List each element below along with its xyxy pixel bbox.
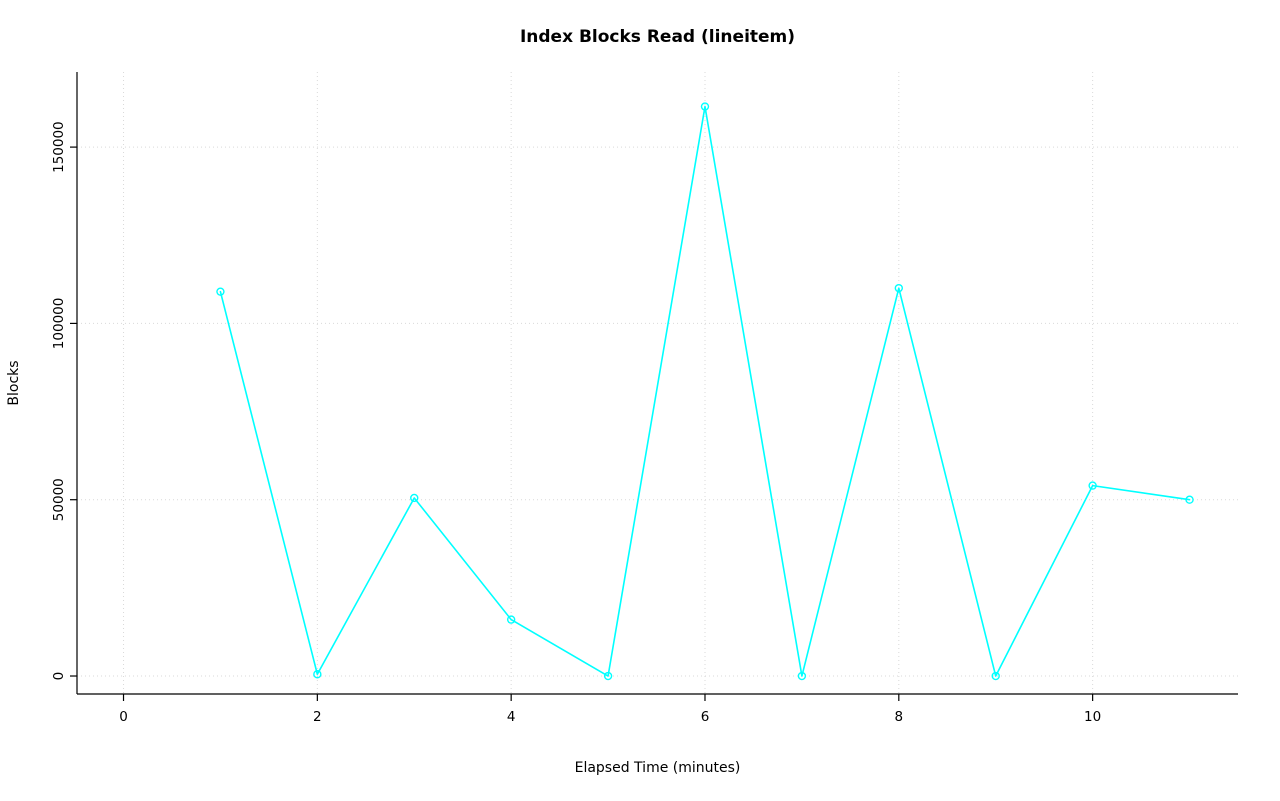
data-point [410,493,419,503]
y-tick-label: 0 [51,672,67,681]
data-line [219,105,1191,677]
data-point [313,670,322,679]
data-point [216,287,225,296]
data-point [797,671,807,681]
x-tick-label: 4 [507,709,516,725]
data-point [506,615,516,624]
data-point [603,671,613,681]
y-tick-label: 50000 [51,478,67,521]
x-tick-label: 6 [701,709,710,725]
data-point [894,283,904,293]
x-tick-label: 8 [895,709,904,725]
y-tick-label: 100000 [51,298,67,350]
x-tick-label: 10 [1084,709,1101,725]
data-point [1088,481,1097,490]
x-axis-label: Elapsed Time (minutes) [574,760,741,776]
x-tick-label: 2 [313,709,322,725]
chart-title: Index Blocks Read (lineitem) [519,27,796,47]
data-point [700,102,710,111]
data-point [991,671,1000,681]
data-point [1185,495,1194,504]
y-tick-label: 150000 [51,121,67,173]
y-axis-label: Blocks [6,360,22,406]
x-tick-label: 0 [119,709,128,725]
